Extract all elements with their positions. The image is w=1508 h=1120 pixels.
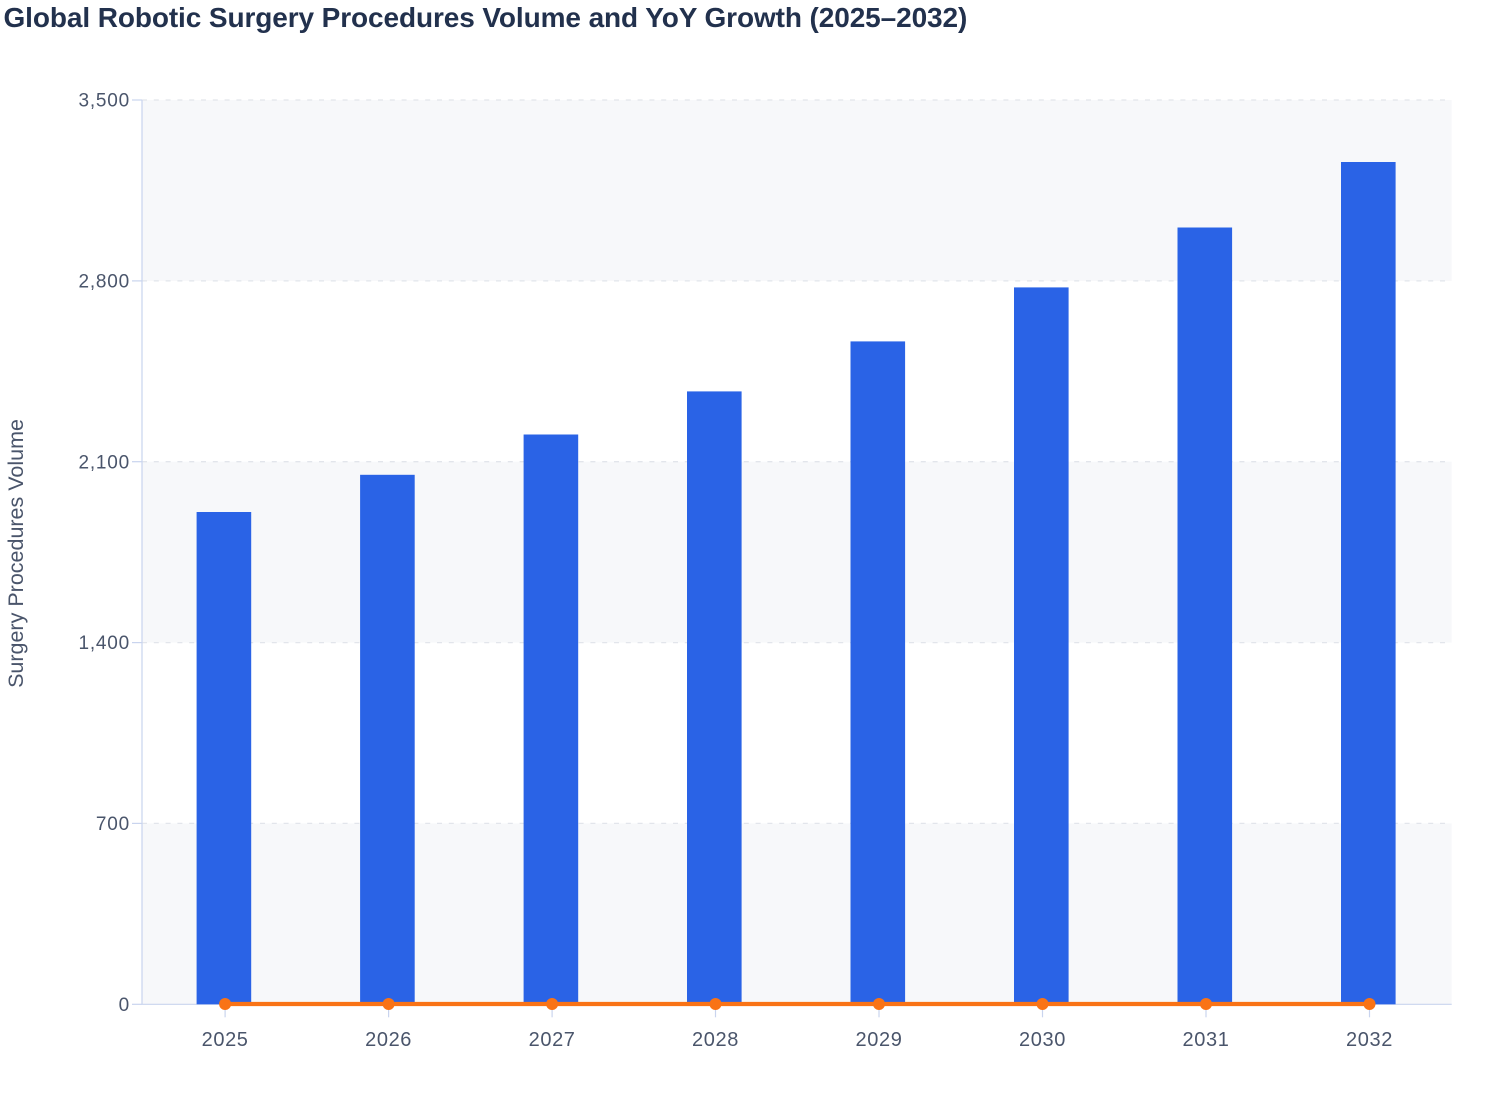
svg-text:2,100: 2,100 xyxy=(78,452,130,473)
svg-text:0: 0 xyxy=(119,995,130,1016)
svg-text:2031: 2031 xyxy=(1183,1029,1230,1051)
svg-text:2026: 2026 xyxy=(365,1029,412,1051)
svg-text:2,800: 2,800 xyxy=(78,272,130,293)
svg-text:1,400: 1,400 xyxy=(78,633,130,654)
svg-text:700: 700 xyxy=(96,814,130,835)
svg-text:Surgery Procedures Volume: Surgery Procedures Volume xyxy=(4,419,28,688)
svg-text:2032: 2032 xyxy=(1346,1029,1393,1051)
svg-text:2027: 2027 xyxy=(529,1029,576,1051)
svg-text:2030: 2030 xyxy=(1019,1029,1066,1051)
svg-text:2025: 2025 xyxy=(202,1029,249,1051)
svg-text:2029: 2029 xyxy=(856,1029,903,1051)
svg-text:2028: 2028 xyxy=(692,1029,739,1051)
svg-text:3,500: 3,500 xyxy=(78,91,130,112)
svg-text:Global Robotic Surgery Procedu: Global Robotic Surgery Procedures Volume… xyxy=(4,2,968,33)
